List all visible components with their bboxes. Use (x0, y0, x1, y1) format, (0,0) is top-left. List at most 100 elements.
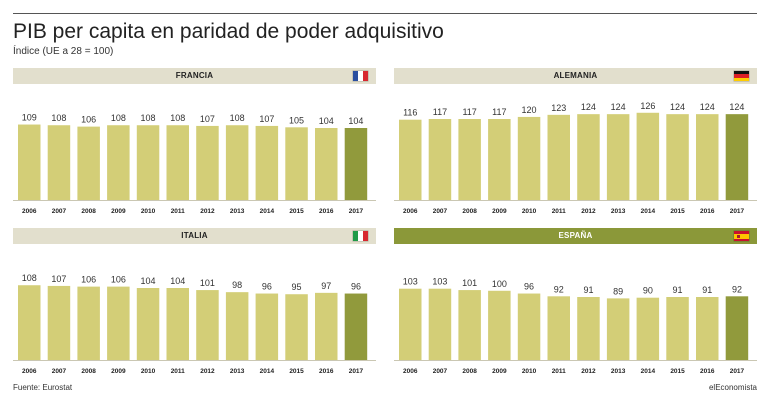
bar-2017 (344, 293, 368, 360)
x-tick-label: 2009 (492, 368, 507, 375)
bar-2012 (577, 297, 600, 360)
panel-title: ITALIA (181, 231, 208, 240)
value-label: 92 (732, 284, 742, 294)
panel-title: ALEMANIA (553, 71, 598, 80)
bar-2008 (458, 290, 481, 360)
value-label: 117 (462, 107, 476, 117)
value-label: 120 (522, 105, 537, 115)
value-label: 103 (432, 277, 447, 287)
panel-header: ESPAÑA (394, 228, 757, 244)
x-tick-label: 2007 (433, 208, 448, 215)
value-label: 91 (583, 285, 593, 295)
bar-2012 (196, 125, 219, 200)
bar-2012 (196, 290, 219, 360)
bar-2012 (577, 114, 600, 200)
value-label: 108 (170, 113, 185, 123)
bar-2011 (166, 125, 189, 200)
value-label: 90 (643, 286, 653, 296)
x-tick-label: 2016 (700, 208, 715, 215)
value-label: 105 (289, 115, 304, 125)
bar-2009 (107, 125, 130, 200)
value-label: 95 (292, 282, 302, 292)
bar-2016 (696, 297, 719, 360)
bar-chart: 108 2006 107 2007 106 2008 106 2009 104 2010 104 20… (13, 273, 376, 375)
bar-2015 (666, 114, 689, 200)
top-rule (13, 13, 757, 14)
value-label: 108 (22, 273, 37, 283)
x-tick-label: 2009 (111, 208, 126, 215)
value-label: 91 (673, 285, 683, 295)
x-tick-label: 2008 (81, 368, 96, 375)
bar-2010 (136, 125, 160, 200)
value-label: 116 (403, 108, 417, 118)
x-tick-label: 2013 (611, 208, 626, 215)
bar-2009 (488, 290, 511, 360)
value-label: 96 (351, 282, 361, 292)
x-tick-label: 2011 (552, 208, 566, 215)
value-label: 126 (640, 101, 655, 111)
bar-2016 (315, 292, 338, 360)
value-label: 106 (81, 275, 96, 285)
bar-2013 (606, 114, 630, 200)
france-flag-icon (353, 71, 368, 81)
value-label: 108 (230, 113, 245, 123)
x-tick-label: 2011 (171, 208, 185, 215)
bar-2010 (517, 116, 541, 200)
x-tick-label: 2013 (611, 368, 626, 375)
x-tick-label: 2015 (289, 368, 304, 375)
x-tick-label: 2010 (522, 208, 537, 215)
value-label: 89 (613, 286, 623, 296)
x-tick-label: 2006 (22, 368, 37, 375)
x-tick-label: 2009 (492, 208, 507, 215)
x-tick-label: 2012 (581, 208, 596, 215)
value-label: 124 (729, 102, 744, 112)
panel-header: ITALIA (13, 228, 376, 244)
value-label: 103 (403, 277, 418, 287)
value-label: 104 (319, 116, 334, 126)
bar-2007 (428, 288, 452, 360)
bar-2016 (696, 114, 719, 200)
value-label: 100 (492, 279, 507, 289)
bar-2017 (725, 114, 749, 200)
brand-logo-text: elEconomista (708, 383, 757, 392)
chart-panel-francia: FRANCIA 109 2006 108 2007 106 2008 108 2009 108 2… (13, 68, 376, 218)
bar-2015 (666, 297, 689, 360)
chart-panel-alemania: ALEMANIA 116 2006 117 2007 117 2008 117 2009 120… (394, 68, 757, 218)
x-tick-label: 2008 (462, 368, 477, 375)
value-label: 124 (611, 102, 626, 112)
bar-2013 (225, 292, 249, 360)
value-label: 124 (581, 102, 596, 112)
bar-2014 (636, 112, 660, 200)
value-label: 101 (200, 278, 215, 288)
value-label: 96 (524, 282, 534, 292)
bar-2015 (285, 127, 308, 200)
value-label: 97 (321, 281, 331, 291)
bar-chart: 109 2006 108 2007 106 2008 108 2009 108 2010 108 20… (13, 113, 376, 215)
x-tick-label: 2017 (730, 208, 745, 215)
spain-flag-icon (734, 231, 749, 241)
bar-2007 (47, 125, 71, 200)
bar-2016 (315, 128, 338, 200)
x-tick-label: 2015 (289, 208, 304, 215)
value-label: 108 (51, 113, 66, 123)
bar-2014 (636, 297, 660, 360)
x-tick-label: 2015 (670, 368, 685, 375)
value-label: 104 (348, 116, 363, 126)
value-label: 98 (232, 280, 242, 290)
bar-2009 (107, 286, 130, 360)
x-tick-label: 2014 (641, 368, 656, 375)
x-tick-label: 2017 (349, 368, 364, 375)
x-tick-label: 2012 (200, 208, 215, 215)
value-label: 108 (111, 113, 126, 123)
chart-panel-espana: ESPAÑA 103 2006 103 2007 101 2008 100 2009 96 201… (394, 228, 757, 378)
panel-header: FRANCIA (13, 68, 376, 84)
bar-2006 (399, 288, 422, 360)
bar-2010 (136, 288, 160, 360)
x-tick-label: 2012 (581, 368, 596, 375)
bar-2014 (255, 293, 279, 360)
bar-2011 (547, 296, 570, 360)
x-tick-label: 2007 (52, 208, 67, 215)
x-tick-label: 2010 (141, 368, 156, 375)
x-tick-label: 2013 (230, 368, 245, 375)
bar-2006 (18, 124, 41, 200)
